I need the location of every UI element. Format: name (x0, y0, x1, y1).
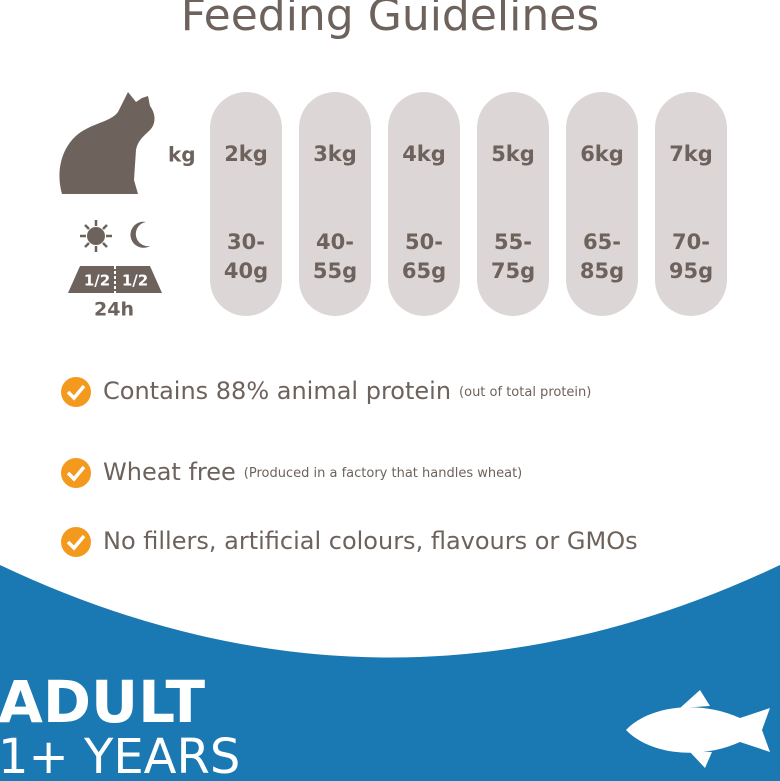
amount-label: 40g (224, 259, 268, 283)
weight-label: 6kg (580, 142, 624, 166)
check-mark (66, 384, 86, 401)
amount-label: 70- (672, 230, 710, 254)
feature-text: Wheat free (Produced in a factory that ha… (103, 458, 522, 486)
weight-unit: kg (168, 143, 196, 167)
weight-label: 3kg (313, 142, 357, 166)
amount-label: 75g (491, 259, 535, 283)
bowl-icon (68, 266, 162, 293)
feature-main: Contains 88% animal protein (103, 377, 451, 405)
amount-label: 55g (313, 259, 357, 283)
feature-text: Contains 88% animal protein (out of total… (103, 377, 591, 405)
weight-pill (210, 92, 282, 316)
moon-icon (130, 221, 150, 248)
amount-label: 30- (227, 230, 265, 254)
check-mark (66, 465, 86, 482)
amount-label: 65g (402, 259, 446, 283)
feature-note: (out of total protein) (459, 385, 591, 400)
sun-icon (80, 220, 112, 252)
weight-label: 7kg (669, 142, 713, 166)
check-icon (61, 527, 91, 557)
weight-pill (388, 92, 460, 316)
feature-main: Wheat free (103, 458, 236, 486)
life-stage: ADULT (0, 668, 205, 736)
check-icon (61, 458, 91, 488)
title: Feeding Guidelines (181, 0, 600, 41)
life-stage-age: 1+ YEARS (0, 729, 240, 781)
fish-icon (626, 690, 770, 768)
amount-label: 65- (583, 230, 621, 254)
check-mark (66, 534, 86, 551)
weight-pill (566, 92, 638, 316)
half-label: 1/2 (84, 272, 110, 290)
check-icon (61, 377, 91, 407)
amount-label: 55- (494, 230, 532, 254)
weight-label: 2kg (224, 142, 268, 166)
weight-label: 4kg (402, 142, 446, 166)
feature-text: No fillers, artificial colours, flavours… (103, 527, 638, 555)
feature-main: No fillers, artificial colours, flavours… (103, 527, 638, 555)
amount-label: 40- (316, 230, 354, 254)
amount-label: 95g (669, 259, 713, 283)
period-label: 24h (94, 299, 134, 321)
weight-pill (655, 92, 727, 316)
blue-wave (0, 565, 780, 781)
feature-note: (Produced in a factory that handles whea… (244, 466, 522, 481)
weight-pill (299, 92, 371, 316)
weight-label: 5kg (491, 142, 535, 166)
cat-icon (59, 92, 155, 194)
half-label: 1/2 (122, 272, 148, 290)
amount-label: 85g (580, 259, 624, 283)
amount-label: 50- (405, 230, 443, 254)
weight-pill (477, 92, 549, 316)
